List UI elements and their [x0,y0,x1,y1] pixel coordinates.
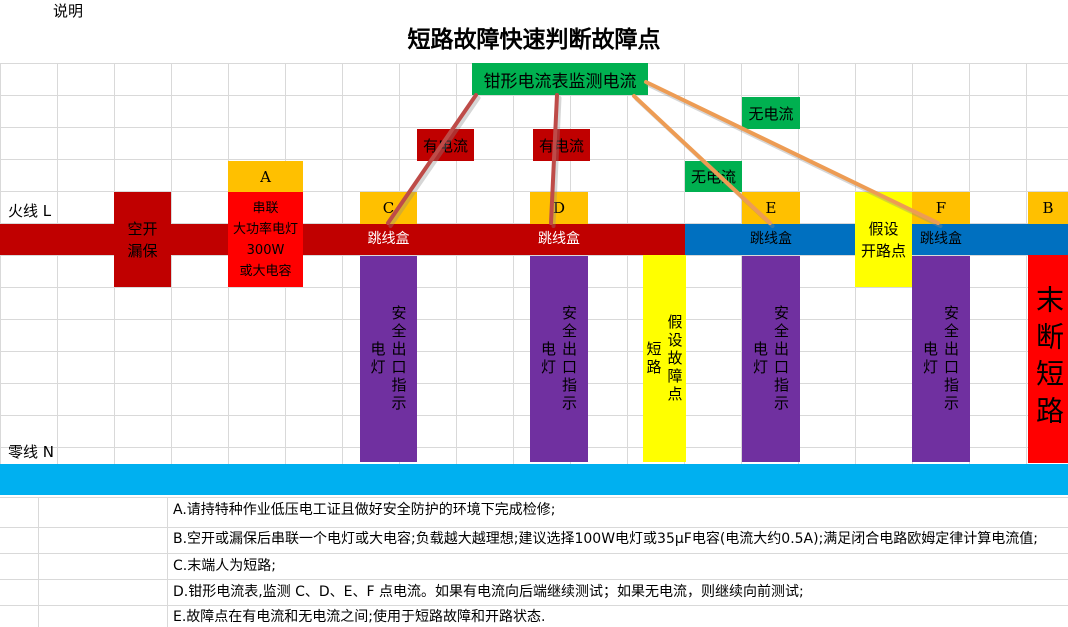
note-row-a: A.请持特种作业低压电工证且做好安全防护的环境下完成检修; [173,502,556,518]
point-e-label: E [742,192,800,224]
row-divider [0,553,1068,554]
exit-lamp-text: 电灯 [539,341,557,377]
row-divider [0,579,1068,580]
has-current-tag-2: 有电流 [533,129,590,161]
notes-label: 说明 [52,2,83,20]
exit-lamp-text: 安全出口指示 [389,305,408,413]
has-current-tag-1: 有电流 [417,129,474,161]
neutral-wire-label: 零线 N [8,443,54,461]
point-d-label: D [530,192,588,224]
jumper-box-f: 跳线盒 [920,231,962,247]
note-row-e: E.故障点在有电流和无电流之间;使用于短路故障和开路状态. [173,609,546,625]
note-row-b: B.空开或漏保后串联一个电灯或大电容;负载越大越理想;建议选择100W电灯或35… [173,531,1039,547]
jumper-box-d: 跳线盒 [538,231,580,247]
no-current-tag-1: 无电流 [742,97,800,129]
column-divider [38,497,39,627]
assumed-open-point-box: 假设 开路点 [855,192,912,287]
no-current-tag-2: 无电流 [685,161,742,192]
assumed-fault-text: 短路 [644,340,663,377]
point-a-label: A [228,161,303,192]
exit-lamp-box-f: 安全出口指示 电灯 [912,256,970,462]
exit-lamp-text: 电灯 [368,341,387,377]
exit-lamp-text: 安全出口指示 [560,305,578,413]
row-divider [0,527,1068,528]
live-wire-label: 火线 L [8,202,52,220]
jumper-box-c: 跳线盒 [367,231,410,247]
assumed-fault-text: 假设故障点 [665,313,684,404]
neutral-bus [0,464,1068,495]
point-b-label: B [1028,192,1068,224]
breaker-box: 空开 漏保 [114,192,171,287]
exit-lamp-text: 安全出口指示 [772,305,790,413]
column-divider [167,497,168,627]
assumed-fault-box: 假设故障点 短路 [643,255,686,462]
terminal-short-text: 末断短路 [1032,285,1065,433]
note-row-d: D.钳形电流表,监测 C、D、E、F 点电流。如果有电流向后端继续测试；如果无电… [173,584,804,600]
point-f-label: F [912,192,970,224]
clamp-meter-box: 钳形电流表监测电流 [472,63,648,95]
exit-lamp-box-e: 安全出口指示 电灯 [742,256,800,462]
exit-lamp-text: 电灯 [921,341,939,377]
row-divider [0,605,1068,606]
series-load-box: 串联 大功率电灯 300W 或大电容 [228,192,303,287]
exit-lamp-box-d: 安全出口指示 电灯 [530,256,588,462]
terminal-short-box: 末断短路 [1028,255,1068,463]
exit-lamp-text: 安全出口指示 [942,305,960,413]
page-title: 短路故障快速判断故障点 [407,27,661,53]
exit-lamp-text: 电灯 [751,341,769,377]
note-row-c: C.末端人为短路; [173,558,276,574]
jumper-box-e: 跳线盒 [750,231,792,247]
point-c-label: C [360,192,417,224]
exit-lamp-box-c: 安全出口指示 电灯 [360,256,417,462]
row-divider [0,497,1068,498]
